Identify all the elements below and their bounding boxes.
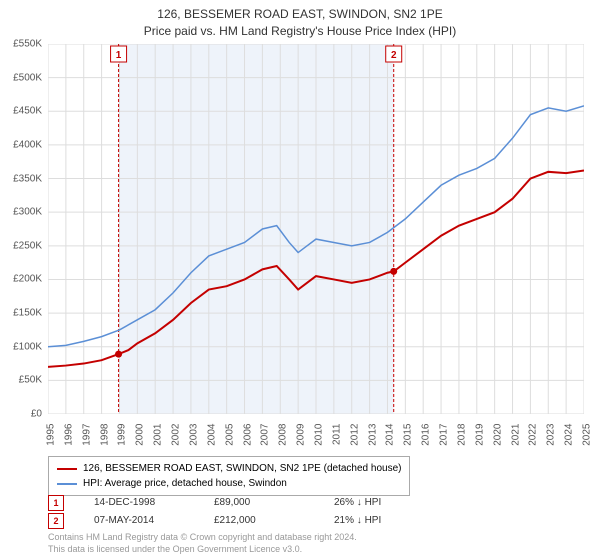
- x-tick-label: 2012: [349, 424, 360, 446]
- title-block: 126, BESSEMER ROAD EAST, SWINDON, SN2 1P…: [0, 0, 600, 40]
- marker-row: 1 14-DEC-1998 £89,000 26% ↓ HPI: [48, 494, 424, 512]
- x-tick-label: 2013: [367, 424, 378, 446]
- x-tick-label: 1997: [81, 424, 92, 446]
- y-tick-label: £350K: [13, 173, 42, 184]
- x-tick-label: 2014: [385, 424, 396, 446]
- x-tick-label: 2024: [564, 424, 575, 446]
- svg-text:1: 1: [116, 50, 122, 61]
- y-tick-label: £300K: [13, 207, 42, 218]
- marker-date: 07-MAY-2014: [94, 512, 184, 530]
- x-tick-label: 2010: [314, 424, 325, 446]
- legend-swatch: [57, 483, 77, 485]
- y-tick-label: £550K: [13, 39, 42, 50]
- legend: 126, BESSEMER ROAD EAST, SWINDON, SN2 1P…: [48, 456, 410, 496]
- x-tick-label: 2005: [224, 424, 235, 446]
- y-tick-label: £500K: [13, 72, 42, 83]
- x-tick-label: 1995: [46, 424, 57, 446]
- y-axis-labels: £0£50K£100K£150K£200K£250K£300K£350K£400…: [0, 44, 44, 414]
- x-tick-label: 2020: [492, 424, 503, 446]
- footer-line-1: Contains HM Land Registry data © Crown c…: [48, 532, 357, 544]
- legend-row: HPI: Average price, detached house, Swin…: [57, 476, 401, 491]
- footer-line-2: This data is licensed under the Open Gov…: [48, 544, 357, 556]
- legend-label: 126, BESSEMER ROAD EAST, SWINDON, SN2 1P…: [83, 461, 401, 476]
- legend-label: HPI: Average price, detached house, Swin…: [83, 476, 287, 491]
- x-tick-label: 1999: [117, 424, 128, 446]
- plot-svg: 12: [48, 44, 584, 414]
- marker-box-icon: 2: [48, 513, 64, 529]
- x-tick-label: 2002: [171, 424, 182, 446]
- y-tick-label: £50K: [19, 375, 42, 386]
- y-tick-label: £400K: [13, 139, 42, 150]
- y-tick-label: £200K: [13, 274, 42, 285]
- y-tick-label: £250K: [13, 240, 42, 251]
- chart-container: 126, BESSEMER ROAD EAST, SWINDON, SN2 1P…: [0, 0, 600, 560]
- x-tick-label: 2016: [421, 424, 432, 446]
- chart-area: 12 £0£50K£100K£150K£200K£250K£300K£350K£…: [48, 44, 584, 414]
- legend-swatch: [57, 468, 77, 470]
- marker-price: £212,000: [214, 512, 304, 530]
- svg-text:2: 2: [391, 50, 397, 61]
- y-tick-label: £450K: [13, 106, 42, 117]
- x-tick-label: 2008: [278, 424, 289, 446]
- x-tick-label: 2023: [546, 424, 557, 446]
- x-tick-label: 2015: [403, 424, 414, 446]
- y-tick-label: £150K: [13, 308, 42, 319]
- x-tick-label: 2017: [439, 424, 450, 446]
- legend-row: 126, BESSEMER ROAD EAST, SWINDON, SN2 1P…: [57, 461, 401, 476]
- marker-row: 2 07-MAY-2014 £212,000 21% ↓ HPI: [48, 512, 424, 530]
- x-tick-label: 2011: [331, 424, 342, 446]
- x-tick-label: 2021: [510, 424, 521, 446]
- x-tick-label: 2006: [242, 424, 253, 446]
- marker-pct: 21% ↓ HPI: [334, 512, 424, 530]
- x-tick-label: 2018: [456, 424, 467, 446]
- x-tick-label: 1998: [99, 424, 110, 446]
- marker-date: 14-DEC-1998: [94, 494, 184, 512]
- x-tick-label: 2022: [528, 424, 539, 446]
- x-tick-label: 2003: [188, 424, 199, 446]
- x-tick-label: 2019: [474, 424, 485, 446]
- title-line-1: 126, BESSEMER ROAD EAST, SWINDON, SN2 1P…: [0, 6, 600, 23]
- x-tick-label: 2004: [206, 424, 217, 446]
- x-tick-label: 1996: [63, 424, 74, 446]
- footer: Contains HM Land Registry data © Crown c…: [48, 532, 357, 555]
- marker-pct: 26% ↓ HPI: [334, 494, 424, 512]
- y-tick-label: £100K: [13, 341, 42, 352]
- marker-box-icon: 1: [48, 495, 64, 511]
- x-tick-label: 2009: [296, 424, 307, 446]
- x-axis-labels: 1995 1996 1997 1998 1999 2000 2001 2002 2003 2004…: [48, 416, 584, 452]
- x-tick-label: 2000: [135, 424, 146, 446]
- x-tick-label: 2025: [582, 424, 593, 446]
- x-tick-label: 2007: [260, 424, 271, 446]
- x-tick-label: 2001: [153, 424, 164, 446]
- title-line-2: Price paid vs. HM Land Registry's House …: [0, 23, 600, 40]
- marker-table: 1 14-DEC-1998 £89,000 26% ↓ HPI 2 07-MAY…: [48, 494, 424, 530]
- marker-price: £89,000: [214, 494, 304, 512]
- y-tick-label: £0: [31, 409, 42, 420]
